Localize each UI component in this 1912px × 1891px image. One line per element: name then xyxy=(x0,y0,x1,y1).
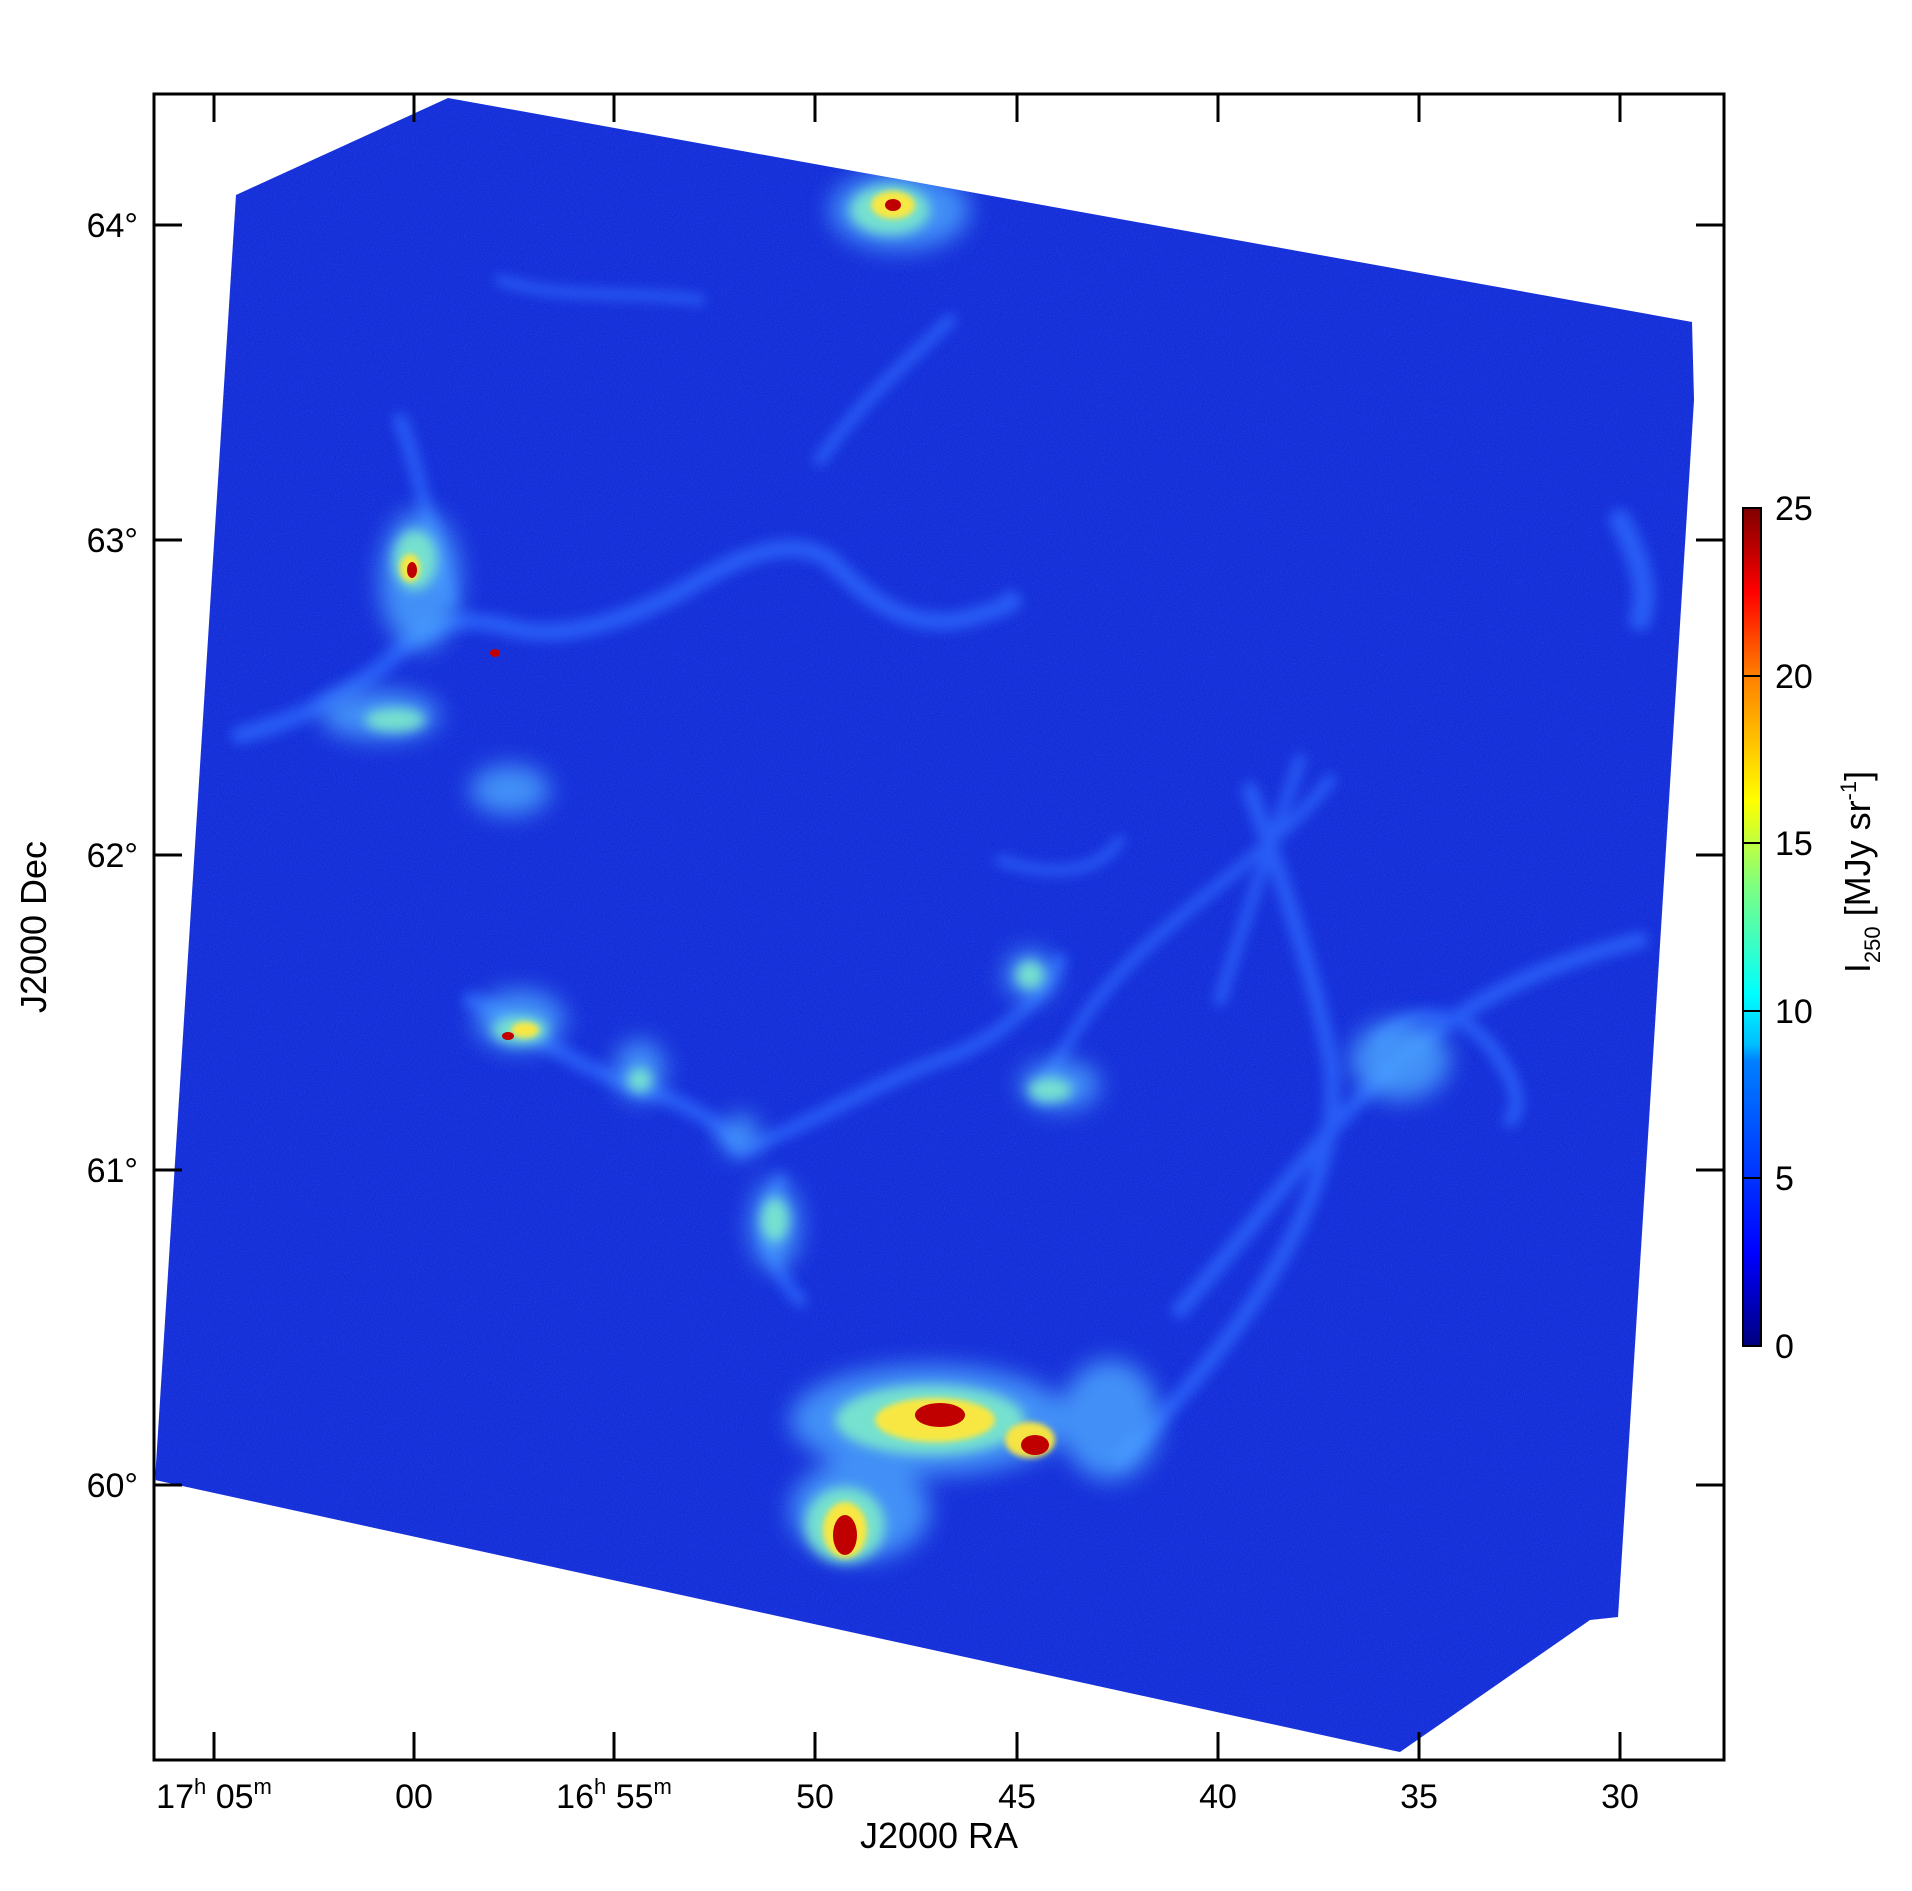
plot-frame xyxy=(152,92,1726,1762)
x-tick-labels: 17h 05m 00 16h 55m 50 45 40 35 30 xyxy=(156,1774,1639,1816)
colorbar-scale xyxy=(1742,507,1762,1347)
x-axis-title: J2000 RA xyxy=(860,1815,1018,1856)
x-tick-label: 50 xyxy=(796,1778,834,1816)
map-image xyxy=(155,98,1694,1752)
colorbar: 25 20 15 10 5 0 I250 [MJy sr-1] xyxy=(1742,490,1885,1366)
x-tick-label: 00 xyxy=(395,1778,433,1816)
x-tick-label: 40 xyxy=(1199,1778,1237,1816)
colorbar-title: I250 [MJy sr-1] xyxy=(1836,771,1885,973)
x-tick-label: 45 xyxy=(998,1778,1036,1816)
x-axis xyxy=(212,94,1622,1760)
y-axis-title: J2000 Dec xyxy=(13,841,54,1013)
x-tick-label-17h05m: 17h 05m xyxy=(156,1774,272,1816)
x-tick-label: 35 xyxy=(1400,1778,1438,1816)
y-tick-label: 62° xyxy=(87,837,138,875)
emission-peaks-red xyxy=(407,199,1049,1555)
colorbar-tick-label: 20 xyxy=(1775,658,1813,696)
y-tick-labels: 64° 63° 62° 61° 60° xyxy=(87,207,138,1505)
colorbar-tick-label: 0 xyxy=(1775,1328,1794,1366)
colorbar-tick-label: 25 xyxy=(1775,490,1813,528)
y-tick-label: 60° xyxy=(87,1467,138,1505)
colorbar-tick-label: 10 xyxy=(1775,993,1813,1031)
y-tick-label: 64° xyxy=(87,207,138,245)
x-tick-label-16h55m: 16h 55m xyxy=(556,1774,672,1816)
y-axis xyxy=(154,223,1724,1487)
colorbar-tick-label: 5 xyxy=(1775,1160,1794,1198)
y-tick-label: 61° xyxy=(87,1152,138,1190)
colorbar-tick-label: 15 xyxy=(1775,825,1813,863)
x-tick-label: 30 xyxy=(1601,1778,1639,1816)
y-tick-label: 63° xyxy=(87,522,138,560)
emission-filaments-faint xyxy=(231,275,1655,1468)
